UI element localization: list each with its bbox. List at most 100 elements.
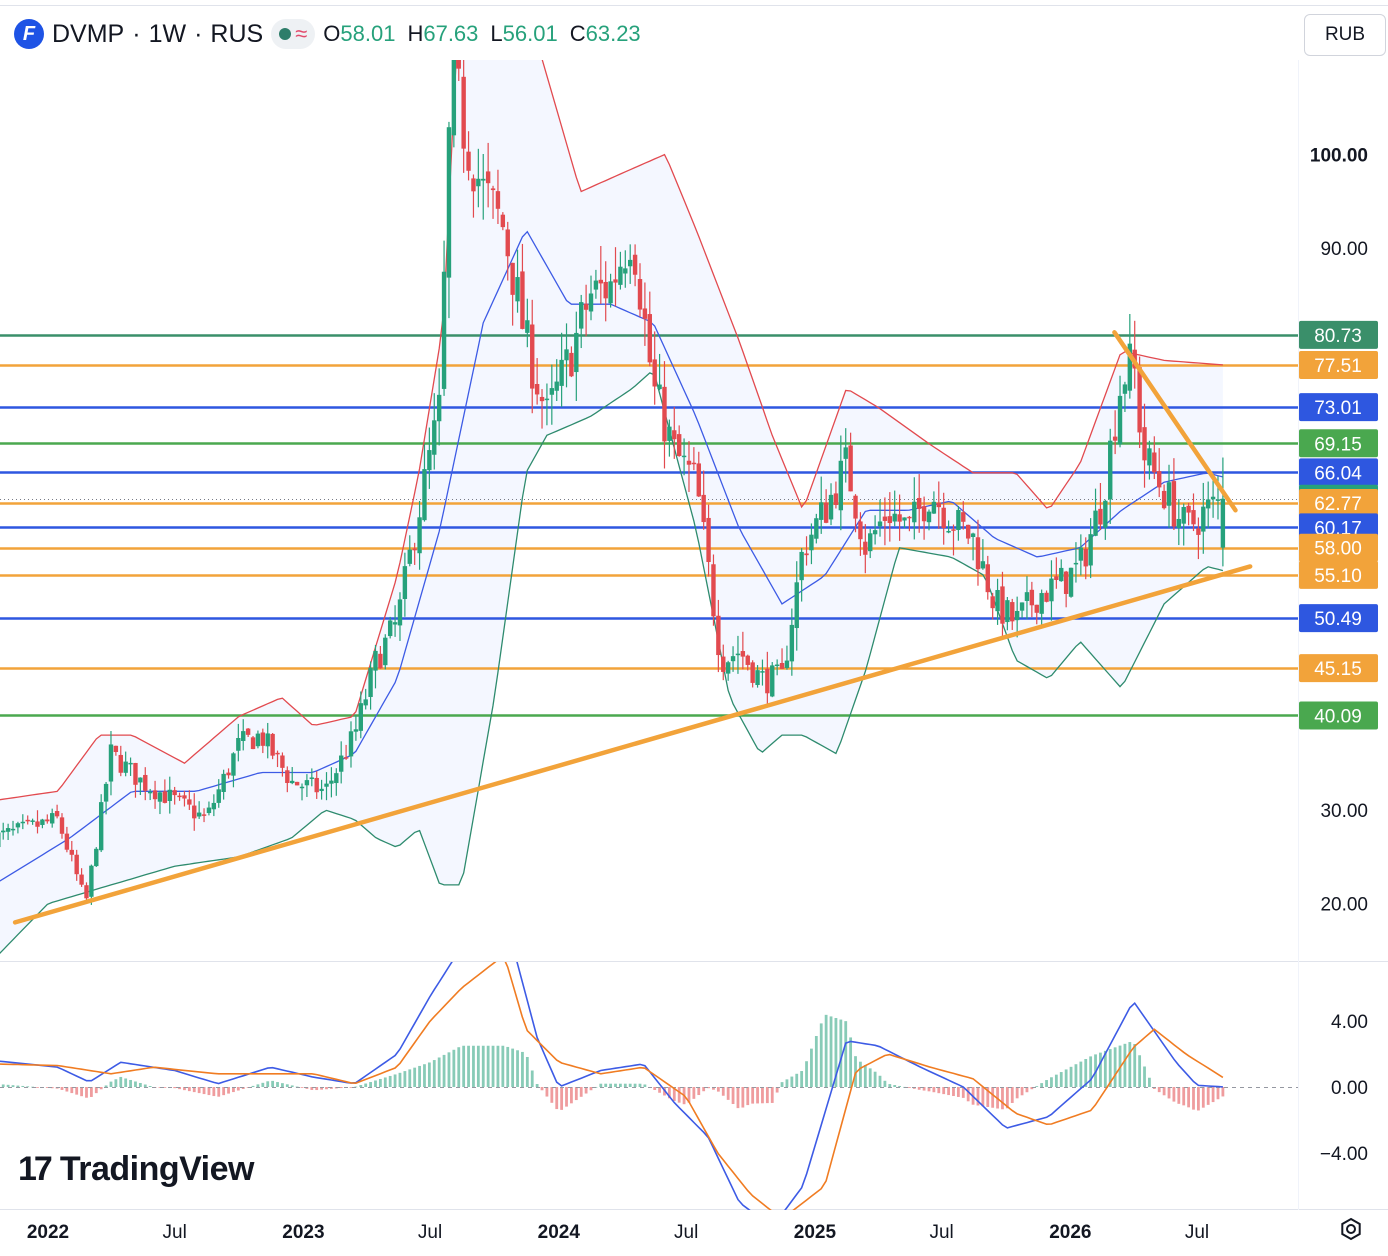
candle xyxy=(505,221,510,281)
candle-body xyxy=(608,281,613,304)
symbol-name[interactable]: DVMP xyxy=(52,19,125,48)
candle xyxy=(794,561,799,651)
candle xyxy=(1083,537,1088,580)
candle xyxy=(784,645,790,670)
level-label-text: 58.00 xyxy=(1314,539,1362,560)
candle-body xyxy=(226,772,231,776)
candle-body xyxy=(211,802,217,810)
candle xyxy=(799,548,804,602)
candle xyxy=(69,840,74,862)
candle xyxy=(691,447,697,471)
macd-histogram-bar xyxy=(712,1087,715,1090)
market-status-dot-icon xyxy=(279,28,292,40)
candle xyxy=(1166,464,1172,528)
tradingview-logo[interactable]: 17 TradingView xyxy=(18,1150,254,1189)
candle-body xyxy=(383,637,388,666)
candle-body xyxy=(716,615,721,656)
candle xyxy=(1000,571,1005,640)
candle xyxy=(569,346,574,378)
candle-body xyxy=(25,819,30,822)
candle xyxy=(0,832,1,848)
candle xyxy=(84,882,89,902)
macd-axis-tick: 4.00 xyxy=(1331,1012,1368,1033)
candle-body xyxy=(35,821,40,827)
macd-histogram-bar xyxy=(687,1087,691,1103)
candle-body xyxy=(760,671,765,673)
candle-body xyxy=(133,762,138,785)
delayed-data-icon: ≈ xyxy=(295,21,308,46)
candle-body xyxy=(887,516,893,524)
candle-body xyxy=(701,494,706,523)
candle xyxy=(343,744,349,760)
candle xyxy=(417,501,422,570)
candle-body xyxy=(892,513,897,522)
bollinger-basis xyxy=(0,230,1224,882)
macd-histogram-bar xyxy=(320,1087,324,1090)
candle-body xyxy=(490,188,496,191)
candle xyxy=(887,492,893,542)
macd-histogram-bar xyxy=(472,1045,475,1087)
candle xyxy=(672,406,677,459)
candle xyxy=(647,291,652,367)
candle xyxy=(290,767,295,785)
candle xyxy=(476,148,481,208)
macd-histogram-bar xyxy=(917,1087,921,1090)
candle xyxy=(250,735,256,750)
candle-body xyxy=(196,812,202,817)
candle-body xyxy=(113,745,119,753)
candle xyxy=(432,393,437,470)
candle xyxy=(1186,502,1191,526)
level-label-77.51: 77.51 xyxy=(1299,350,1378,379)
macd-histogram-bar xyxy=(854,1056,857,1087)
candle xyxy=(196,801,202,819)
macd-histogram-bar xyxy=(187,1087,191,1092)
macd-histogram-bar xyxy=(202,1087,206,1095)
candle-body xyxy=(965,524,971,539)
ohlc-values: O58.01 H67.63 L56.01 C63.23 xyxy=(323,21,640,47)
candle xyxy=(858,512,863,556)
candle-body xyxy=(476,178,481,187)
candle-body xyxy=(814,518,819,539)
candle-body xyxy=(544,398,550,401)
candle-body xyxy=(54,811,60,817)
macd-histogram-bar xyxy=(731,1087,735,1104)
macd-histogram-bar xyxy=(1138,1055,1142,1087)
candle xyxy=(515,249,520,313)
candle-body xyxy=(123,761,128,773)
candle-body xyxy=(961,512,966,522)
candle-body xyxy=(260,732,266,746)
candle-body xyxy=(20,821,26,824)
candle-body xyxy=(1142,427,1147,461)
macd-histogram-bar xyxy=(574,1087,578,1101)
macd-histogram-bar xyxy=(315,1087,319,1091)
candle xyxy=(603,261,608,322)
candle-body xyxy=(549,388,555,395)
macd-histogram-bar xyxy=(266,1081,270,1087)
candle xyxy=(916,474,922,533)
interval-label[interactable]: 1W xyxy=(148,19,187,48)
time-axis-tick: Jul xyxy=(674,1222,698,1243)
candle xyxy=(211,794,217,817)
macd-histogram-bar xyxy=(114,1079,118,1087)
candle-body xyxy=(745,655,750,665)
candle xyxy=(770,662,775,698)
candle xyxy=(1171,458,1177,531)
candle-body xyxy=(936,502,941,508)
candle xyxy=(912,477,917,540)
candle xyxy=(760,659,765,686)
candle-body xyxy=(1220,498,1226,548)
candle xyxy=(593,269,599,299)
macd-histogram-bar xyxy=(1001,1087,1004,1110)
macd-histogram-bar xyxy=(604,1083,608,1087)
candle xyxy=(941,492,946,545)
candle xyxy=(387,616,393,639)
candle xyxy=(882,497,888,546)
level-label-box xyxy=(1299,458,1378,487)
currency-selector[interactable]: RUB xyxy=(1304,14,1386,56)
settings-gear-icon[interactable] xyxy=(1338,1216,1364,1242)
macd-histogram-bar xyxy=(780,1082,784,1087)
candle-body xyxy=(657,384,662,390)
market-status-pill[interactable]: ≈ xyxy=(271,19,316,49)
macd-histogram-bar xyxy=(374,1080,377,1087)
